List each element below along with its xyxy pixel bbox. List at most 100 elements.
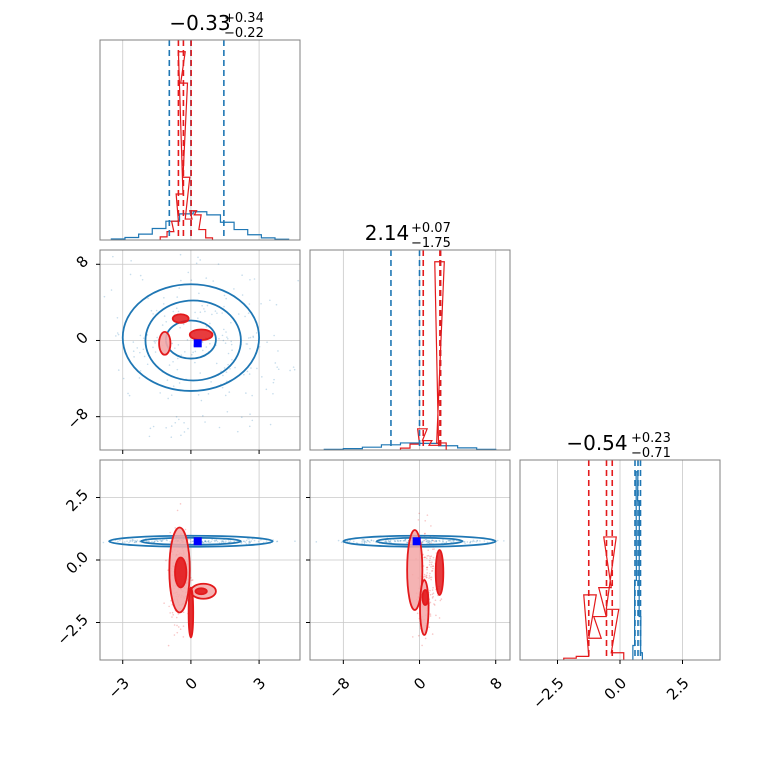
contour-panel-p2-p3-red-points-pt-163 (429, 561, 431, 564)
contour-panel-p1-p2-blue-points-pt-216 (141, 278, 144, 281)
y-axis-param-3-label-2: 2.5 (62, 485, 92, 515)
contour-panel-p2-p3-red-points-pt-177 (421, 644, 423, 647)
contour-panel-p1-p2-blue-points-pt-21 (139, 370, 142, 372)
contour-panel-p1-p2-blue-points-pt-89 (249, 347, 251, 350)
title-param-1: −0.33 (169, 11, 230, 35)
contour-panel-p1-p3-blue-points-pt-166 (250, 540, 253, 542)
contour-panel-p1-p3-blue-points-pt-176 (117, 540, 119, 543)
contour-panel-p2-p3-red-points-pt-168 (432, 592, 435, 594)
contour-panel-p1-p3-red-points-pt-159 (163, 602, 165, 604)
contour-panel-p1-p2-blue-points-pt-171 (139, 334, 142, 337)
contour-panel-p2-p3-blue-points-pt-106 (365, 541, 368, 544)
contour-panel-p1-p3-truth-marker (193, 537, 202, 546)
contour-panel-p1-p2-blue-contour-mid (144, 299, 242, 382)
contour-panel-p1-p3-red-points-pt-144 (184, 528, 187, 531)
contour-panel-p2-p3-blue-points-pt-99 (424, 538, 427, 541)
contour-panel-p1-p2-blue-points-pt-235 (162, 303, 165, 305)
contour-panel-p1-p2-blue-points-pt-111 (212, 280, 215, 282)
contour-panel-p1-p2-blue-points-pt-227 (112, 255, 114, 258)
contour-panel-p1-p3-blue-points-pt-160 (136, 539, 139, 542)
contour-panel-p1-p3-blue-points-pt-96 (204, 540, 206, 543)
contour-panel-p1-p3-red-points-pt-19 (165, 559, 167, 562)
contour-panel-p1-p2-blue-points-pt-63 (179, 253, 182, 256)
contour-panel-p1-p3-red-points-pt-143 (177, 613, 180, 615)
contour-panel-p2-p3-red-points-pt-148 (439, 599, 442, 602)
contour-panel-p1-p3-red-points-pt-195 (176, 509, 179, 512)
contour-panel-p2-p3 (309, 459, 511, 661)
x-axis-param-3-label-0: −2.5 (529, 674, 567, 712)
contour-panel-p2-p3-blue-points-pt-35 (479, 540, 481, 542)
contour-panel-p2-p3-blue-points-pt-14 (442, 541, 445, 543)
contour-panel-p1-p2-blue-points-pt-153 (252, 335, 254, 338)
contour-panel-p1-p2-blue-points-pt-202 (184, 351, 186, 353)
contour-panel-p1-p3-blue-points-pt-12 (215, 539, 217, 542)
contour-panel-p2-p3-blue-points-pt-27 (421, 541, 424, 544)
contour-panel-p1-p2-blue-points-pt-15 (237, 313, 240, 315)
contour-panel-p1-p3-blue-points-pt-125 (220, 540, 223, 542)
contour-panel-p1-p3-blue-points-pt-110 (257, 540, 260, 543)
contour-panel-p1-p2-blue-points-pt-78 (172, 385, 175, 387)
contour-panel-p1-p2-blue-points-pt-11 (192, 351, 194, 354)
contour-panel-p1-p2-blue-points-pt-220 (207, 393, 210, 395)
contour-panel-p1-p3-blue-points-pt-135 (213, 539, 216, 542)
contour-panel-p1-p2-blue-points-pt-120 (167, 397, 169, 400)
contour-panel-p1-p3-blue-points-pt-119 (121, 541, 124, 544)
contour-panel-p1-p3-blue-points-pt-93 (128, 541, 130, 544)
contour-panel-p1-p3-blue-points-pt-43 (153, 540, 156, 543)
contour-panel-p1-p2-blue-points-pt-141 (175, 307, 178, 310)
contour-panel-p1-p2-blue-points-pt-19 (152, 313, 154, 315)
contour-panel-p1-p3-blue-points-pt-54 (73, 539, 75, 541)
contour-panel-p2-p3-blue-points-pt-29 (428, 540, 431, 542)
contour-panel-p1-p2-blue-points-pt-32 (163, 296, 165, 299)
contour-panel-p1-p2-blue-points-pt-210 (194, 350, 197, 353)
contour-panel-p1-p3-red-points-pt-51 (168, 605, 170, 608)
contour-panel-p1-p3-blue-points-pt-11 (162, 539, 164, 541)
contour-panel-p1-p2-blue-points-pt-39 (117, 369, 120, 371)
panels-layer: −3 0 3 −8 0 8 −2.5 0.0 2.5 −8 0 8 −2.5 0.0 2.5 (54, 39, 721, 712)
contour-panel-p1-p2-blue-points-pt-110 (174, 421, 177, 424)
contour-panel-p1-p2-blue-points-pt-139 (249, 278, 251, 281)
contour-panel-p1-p2-blue-points-pt-192 (170, 394, 173, 396)
contour-panel-p2-p3-blue-points-pt-127 (430, 539, 433, 542)
contour-panel-p1-p2-blue-points-pt-106 (179, 326, 181, 329)
contour-panel-p1-p2-blue-points-pt-17 (154, 351, 157, 353)
contour-panel-p1-p2-blue-points-pt-69 (172, 310, 175, 313)
contour-panel-p2-p3-blue-points-pt-108 (425, 538, 427, 541)
contour-panel-p2-p3-blue-points-pt-102 (389, 540, 391, 543)
contour-panel-p2-p3-red-points-pt-88 (429, 601, 432, 604)
contour-panel-p1-p2-blue-points-pt-0 (222, 374, 224, 377)
contour-panel-p1-p3-blue-points-pt-155 (260, 539, 262, 541)
x-axis-param-2-label-0: −8 (325, 674, 353, 702)
contour-panel-p1-p2-blue-points-pt-54 (202, 415, 204, 417)
contour-panel-p1-p2-blue-points-pt-231 (248, 303, 251, 305)
contour-panel-p1-p2-blue-points-pt-138 (190, 353, 193, 356)
contour-panel-p2-p3-blue-points-pt-23 (464, 542, 466, 545)
title-param-1-sub: −0.22 (224, 26, 264, 41)
contour-panel-p1-p2-red-blob-2 (188, 328, 214, 341)
contour-panel-p1-p2-blue-points-pt-200 (110, 289, 113, 291)
contour-panel-p2-p3-red-points-pt-103 (430, 563, 433, 566)
contour-panel-p1-p3-blue-points-pt-3 (191, 540, 194, 543)
contour-panel-p2-p3-blue-points-pt-85 (450, 541, 453, 544)
contour-panel-p1-p2-blue-points-pt-98 (249, 336, 252, 339)
contour-panel-p1-p2-blue-points-pt-204 (156, 336, 158, 339)
contour-panel-p2-p3-red-points-pt-175 (431, 561, 433, 563)
contour-panel-p1-p2-truth-marker (193, 339, 202, 348)
contour-panel-p1-p3-blue-points-pt-14 (222, 540, 225, 543)
contour-panel-p1-p3-red-points-pt-148 (179, 628, 182, 630)
contour-panel-p1-p2-blue-points-pt-150 (176, 296, 179, 298)
contour-panel-p1-p2-blue-points-pt-37 (221, 312, 223, 314)
contour-panel-p1-p3-blue-points-pt-16 (129, 539, 132, 542)
contour-panel-p2-p3-blue-points-pt-0 (463, 541, 465, 543)
contour-panel-p1-p2-blue-points-pt-127 (203, 308, 205, 310)
contour-panel-p2-p3-blue-points-pt-111 (496, 539, 499, 542)
contour-panel-p1-p3-blue-points-pt-74 (210, 540, 213, 543)
contour-panel-p2-p3-blue-points-pt-117 (404, 538, 406, 541)
contour-panel-p2-p3-blue-points-pt-129 (476, 539, 478, 542)
contour-panel-p1-p2-blue-points-pt-50 (186, 339, 189, 341)
contour-panel-p1-p2-blue-points-pt-154 (272, 381, 275, 384)
contour-panel-p1-p3-blue-points-pt-27 (253, 539, 256, 542)
contour-panel-p1-p3-red-contour-inner (174, 556, 188, 589)
contour-panel-p1-p2-blue-points-pt-198 (209, 322, 211, 325)
contour-panel-p2-p3-red-points-pt-32 (425, 576, 428, 579)
